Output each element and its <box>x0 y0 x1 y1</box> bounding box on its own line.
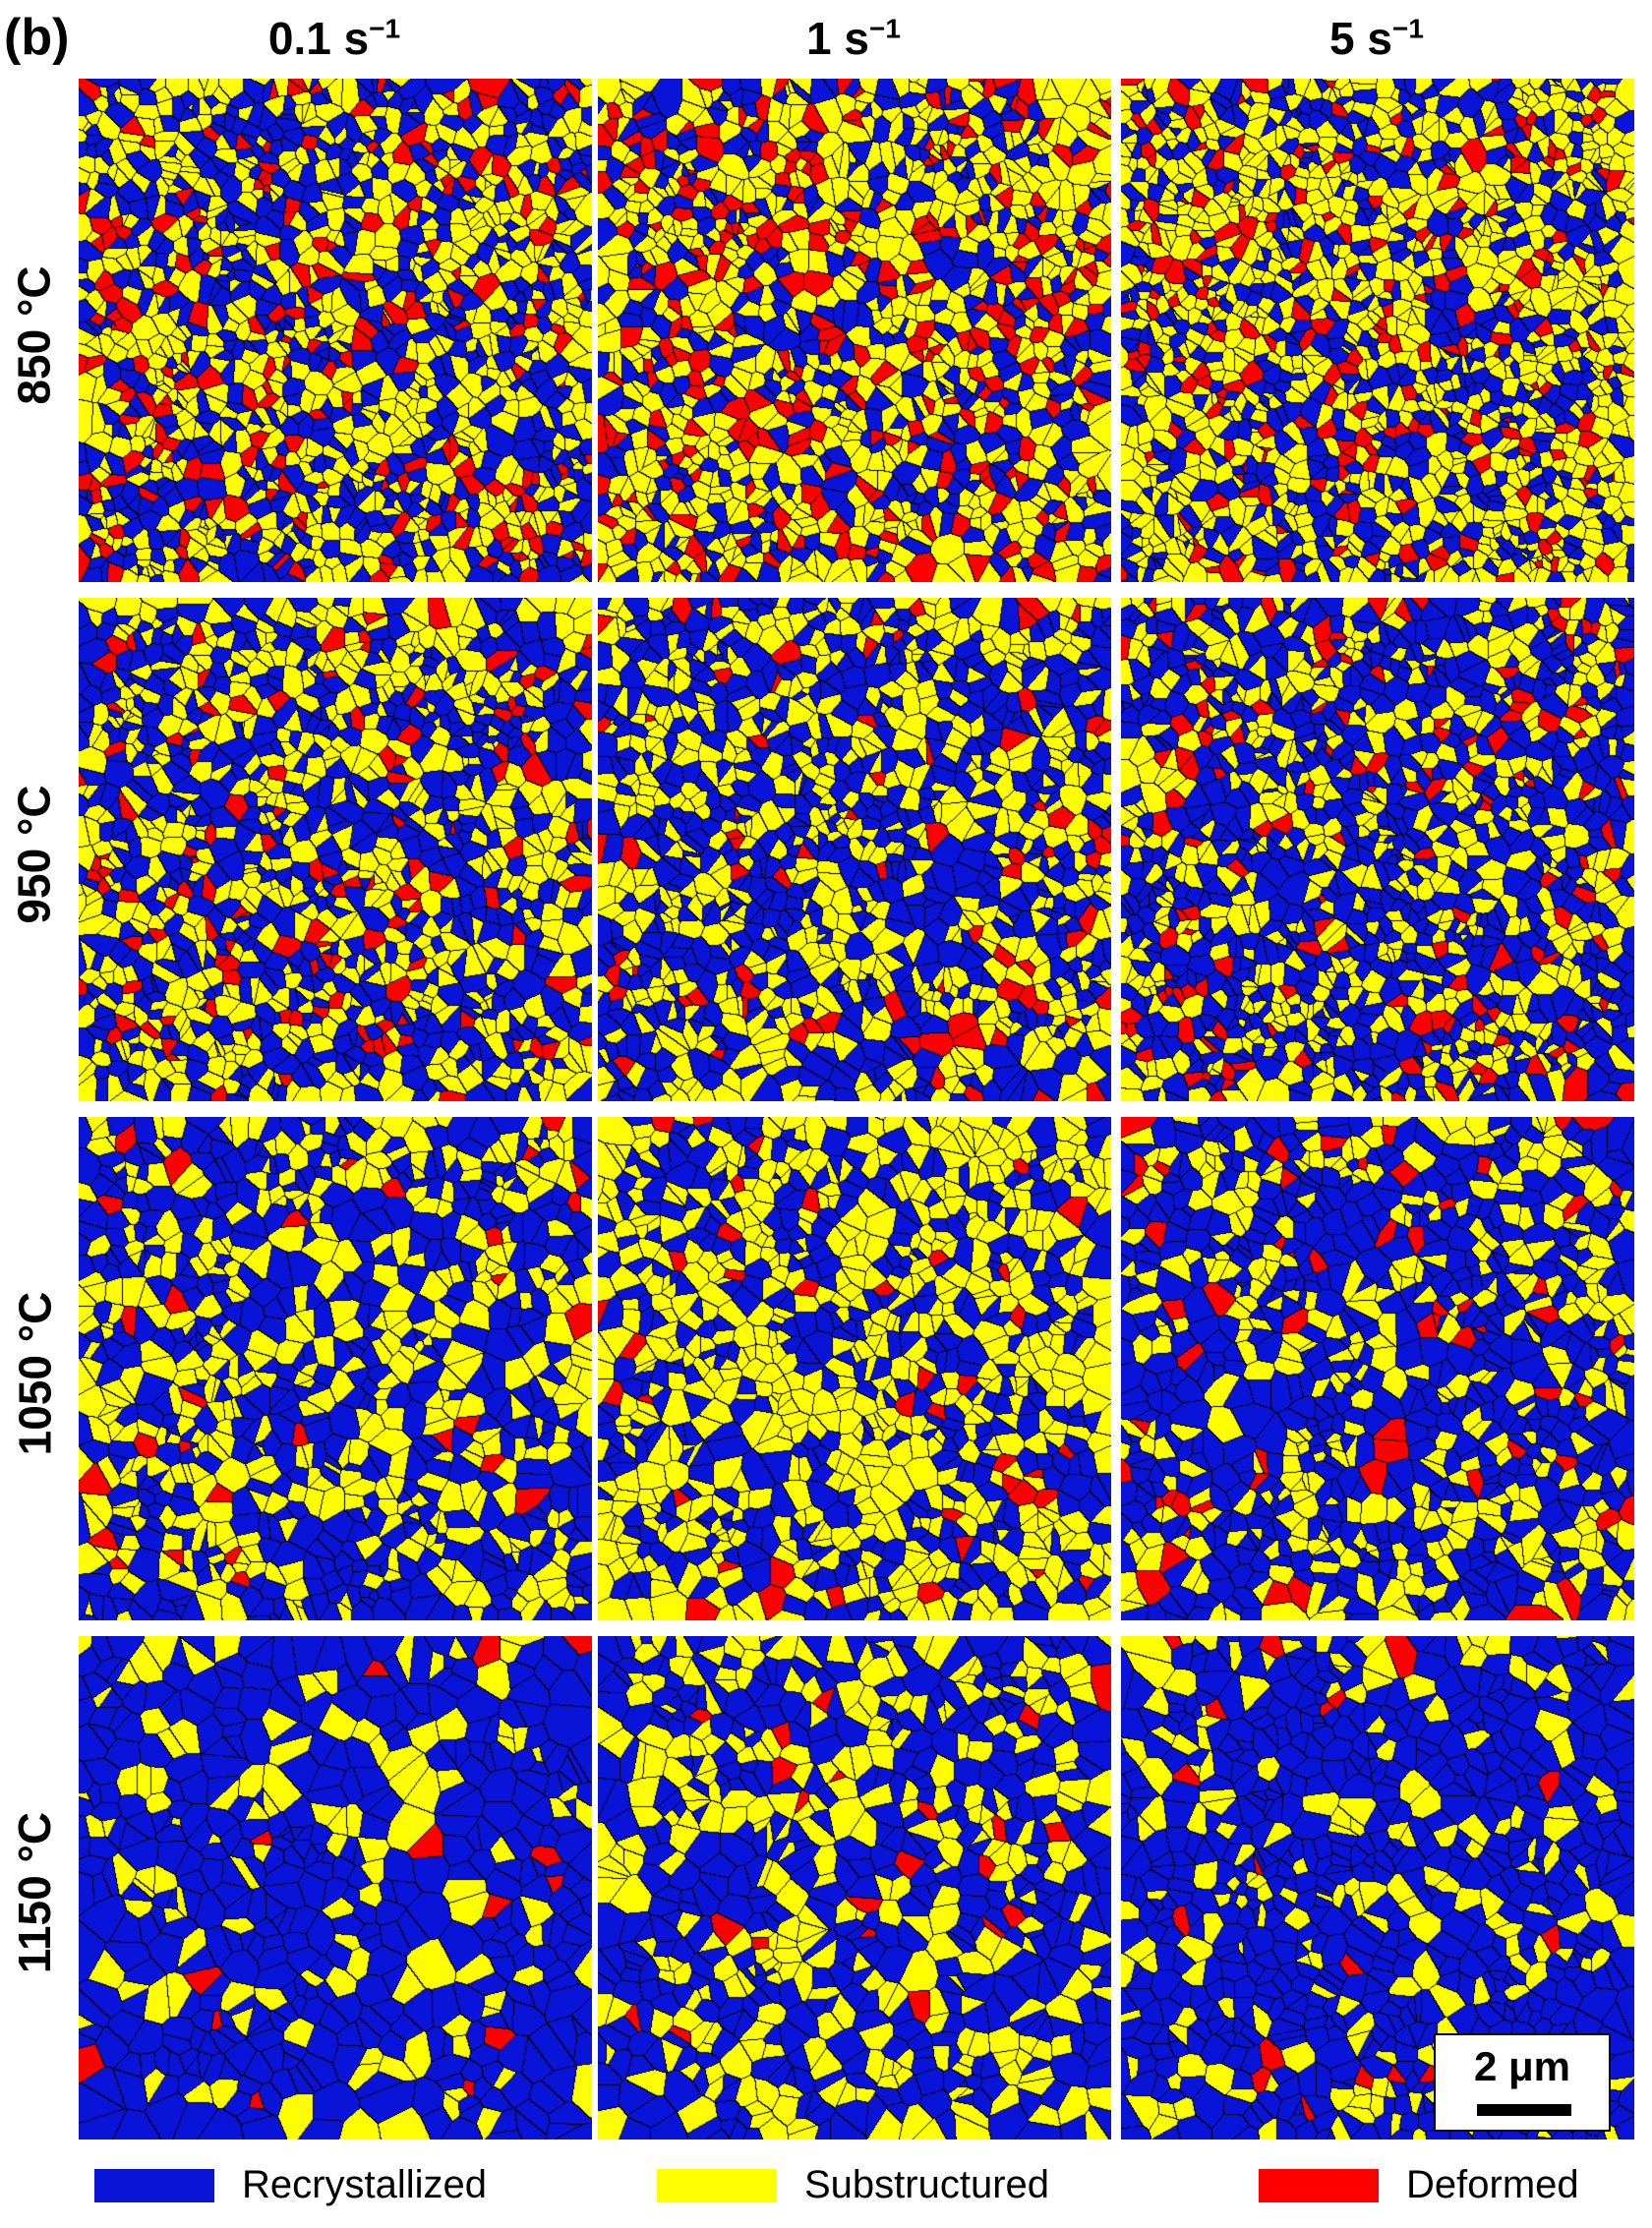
row-header-1050c: 1050 °C <box>9 1291 61 1456</box>
column-header-strain-rate-0-1: 0.1 s−1 <box>79 12 590 65</box>
ebsd-grain-map-image <box>598 79 1111 582</box>
column-header-exponent: −1 <box>369 13 401 44</box>
scale-bar: 2 μm <box>1434 2033 1611 2132</box>
ebsd-map-r3-c1 <box>598 1636 1111 2140</box>
ebsd-map-r2-c1 <box>598 1117 1111 1620</box>
ebsd-grain-map-image <box>598 1117 1111 1620</box>
ebsd-map-r2-c0 <box>79 1117 592 1620</box>
legend-swatch-substructured <box>657 2168 777 2202</box>
column-header-strain-rate-5: 5 s−1 <box>1121 12 1632 65</box>
legend-item-substructured: Substructured <box>657 2163 1049 2207</box>
ebsd-map-r1-c1 <box>598 598 1111 1101</box>
ebsd-grain-map-image <box>1121 79 1634 582</box>
ebsd-map-r3-c0 <box>79 1636 592 2140</box>
column-header-text: 5 s <box>1329 13 1392 64</box>
legend-label: Substructured <box>804 2163 1050 2206</box>
column-header-exponent: −1 <box>1392 13 1424 44</box>
scale-bar-label: 2 μm <box>1473 2043 1571 2089</box>
legend-swatch-deformed <box>1259 2168 1379 2202</box>
legend-label: Recrystallized <box>242 2163 487 2206</box>
ebsd-grain-map-image <box>1121 598 1634 1101</box>
legend-label: Deformed <box>1406 2163 1579 2206</box>
scale-bar-line <box>1477 2104 1571 2116</box>
ebsd-grain-map-image <box>79 1117 592 1620</box>
row-header-850c: 850 °C <box>9 265 60 405</box>
column-header-exponent: −1 <box>869 13 901 44</box>
ebsd-grain-map-image <box>1121 1117 1634 1620</box>
legend: Recrystallized Substructured Deformed <box>0 2163 1652 2218</box>
panel-label: (b) <box>4 9 70 66</box>
ebsd-grain-map-image <box>79 1636 592 2140</box>
ebsd-map-r0-c1 <box>598 79 1111 582</box>
ebsd-map-r1-c2 <box>1121 598 1634 1101</box>
ebsd-grain-map-image <box>79 79 592 582</box>
column-header-strain-rate-1: 1 s−1 <box>598 12 1109 65</box>
ebsd-map-r0-c0 <box>79 79 592 582</box>
legend-item-recrystallized: Recrystallized <box>94 2163 487 2207</box>
row-header-950c: 950 °C <box>9 785 60 924</box>
row-header-1150c: 1150 °C <box>9 1811 61 1974</box>
ebsd-grain-map-image <box>598 1636 1111 2140</box>
legend-item-deformed: Deformed <box>1259 2163 1579 2207</box>
ebsd-grain-map-image <box>598 598 1111 1101</box>
column-header-text: 0.1 s <box>267 13 370 64</box>
ebsd-map-r0-c2 <box>1121 79 1634 582</box>
ebsd-map-r1-c0 <box>79 598 592 1101</box>
ebsd-grain-map-image <box>79 598 592 1101</box>
legend-swatch-recrystallized <box>94 2168 214 2202</box>
ebsd-map-r2-c2 <box>1121 1117 1634 1620</box>
column-header-text: 1 s <box>806 13 869 64</box>
